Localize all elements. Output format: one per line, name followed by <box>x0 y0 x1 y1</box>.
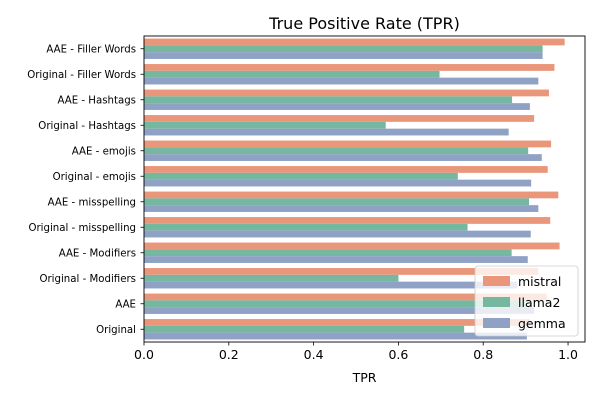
y-tick-label: Original - Modifiers <box>39 274 136 285</box>
bars-layer <box>144 38 565 340</box>
bar-mistral-2 <box>144 89 549 97</box>
bar-llama2-11 <box>144 325 465 333</box>
y-tick-label: AAE - Modifiers <box>59 248 136 259</box>
bar-gemma-8 <box>144 256 528 263</box>
bar-mistral-11 <box>144 319 530 326</box>
bar-mistral-5 <box>144 166 548 173</box>
bar-gemma-3 <box>144 128 509 136</box>
bar-mistral-3 <box>144 115 535 122</box>
bar-llama2-9 <box>144 274 399 282</box>
bar-llama2-0 <box>144 45 543 53</box>
chart-title: True Positive Rate (TPR) <box>268 14 460 33</box>
bar-gemma-7 <box>144 230 531 238</box>
y-tick-label: Original - emojis <box>53 172 136 183</box>
bar-mistral-4 <box>144 140 552 148</box>
bar-gemma-10 <box>144 307 535 314</box>
y-tick-label: AAE - Hashtags <box>58 95 137 106</box>
x-tick-label: 0.0 <box>134 347 154 362</box>
bar-mistral-10 <box>144 293 547 301</box>
bar-mistral-6 <box>144 191 559 199</box>
bar-gemma-1 <box>144 77 539 85</box>
bar-gemma-6 <box>144 205 539 212</box>
bar-gemma-4 <box>144 154 542 161</box>
y-tick-label: Original - Filler Words <box>27 70 136 81</box>
bar-gemma-9 <box>144 281 518 289</box>
legend-swatch-gemma <box>483 318 510 328</box>
x-tick-label: 0.4 <box>304 347 324 362</box>
legend-label-llama2: llama2 <box>518 295 560 310</box>
y-tick-label: AAE <box>115 299 136 310</box>
bar-mistral-8 <box>144 242 560 250</box>
legend-label-mistral: mistral <box>518 274 561 289</box>
x-tick-label: 1.0 <box>558 347 578 362</box>
y-tick-label: AAE - misspelling <box>48 197 136 208</box>
bar-llama2-8 <box>144 249 512 257</box>
plot-area-frame <box>143 35 586 343</box>
bar-llama2-1 <box>144 70 440 78</box>
bar-mistral-0 <box>144 38 565 46</box>
bar-mistral-9 <box>144 268 539 275</box>
bar-gemma-11 <box>144 332 527 340</box>
x-tick-label: 0.2 <box>219 347 239 362</box>
y-axis-ticks: AAE - Filler Words Original - Filler Word… <box>27 44 144 336</box>
bar-mistral-1 <box>144 64 555 71</box>
bar-llama2-7 <box>144 223 468 231</box>
bar-llama2-4 <box>144 147 529 155</box>
y-tick-label: AAE - Filler Words <box>46 44 136 55</box>
x-tick-label: 0.6 <box>388 347 408 362</box>
x-tick-label: 0.8 <box>473 347 493 362</box>
legend: mistral llama2 gemma <box>474 265 579 337</box>
x-axis-label: TPR <box>352 370 377 385</box>
y-tick-label: Original <box>96 325 136 336</box>
bar-llama2-5 <box>144 172 458 180</box>
y-tick-label: Original - misspelling <box>28 223 136 234</box>
x-axis-ticks: 0.0 0.2 0.4 0.6 0.8 1.0 <box>134 342 578 362</box>
bar-gemma-0 <box>144 52 543 59</box>
bar-llama2-6 <box>144 198 530 206</box>
bar-gemma-2 <box>144 103 530 110</box>
legend-swatch-mistral <box>483 276 510 286</box>
bar-llama2-2 <box>144 96 513 104</box>
bar-gemma-5 <box>144 179 532 187</box>
legend-swatch-llama2 <box>483 297 510 307</box>
bar-llama2-10 <box>144 300 526 308</box>
y-tick-label: Original - Hashtags <box>38 121 136 132</box>
bar-llama2-3 <box>144 121 386 129</box>
bar-mistral-7 <box>144 217 551 224</box>
legend-label-gemma: gemma <box>518 316 566 331</box>
y-tick-label: AAE - emojis <box>72 146 136 157</box>
